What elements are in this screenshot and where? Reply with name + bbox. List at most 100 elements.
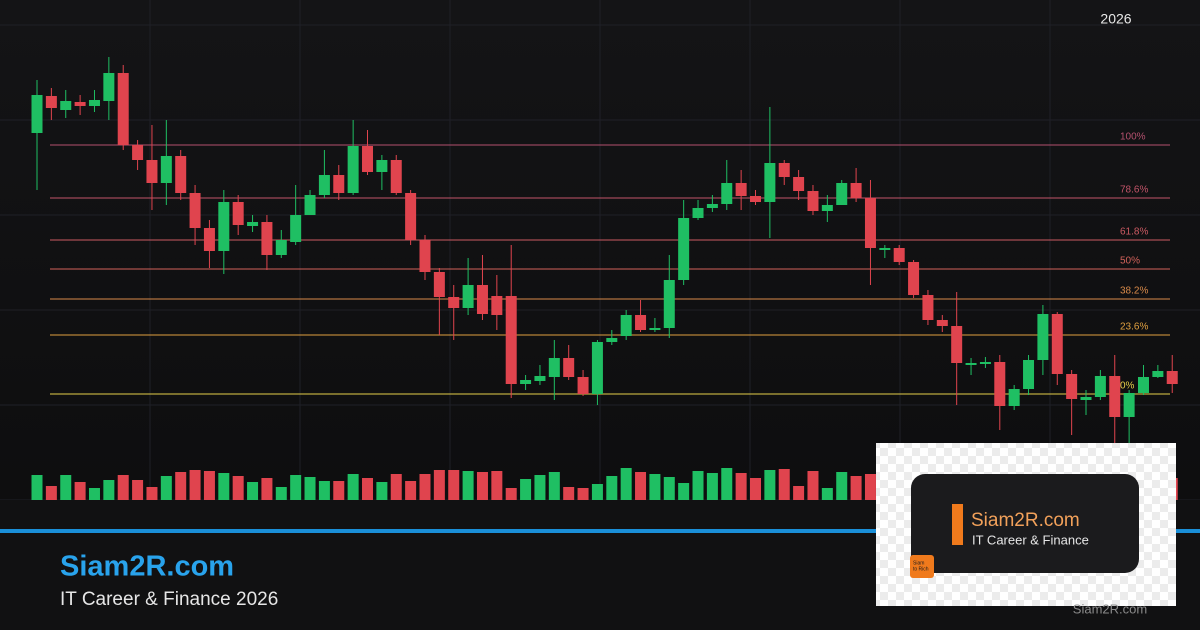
volume-bar bbox=[793, 486, 805, 500]
volume-bar bbox=[433, 470, 445, 500]
candle-body bbox=[1037, 314, 1049, 360]
card bbox=[911, 474, 1139, 573]
divider bbox=[0, 529, 1200, 533]
candle-body bbox=[1094, 376, 1106, 397]
candle-body bbox=[1166, 371, 1178, 384]
volume-bar bbox=[548, 472, 560, 500]
volume-bar bbox=[390, 474, 402, 500]
volume-bar bbox=[520, 479, 532, 500]
candle-body bbox=[117, 73, 129, 145]
volume-bar bbox=[462, 471, 474, 500]
fib-label: 0% bbox=[1120, 381, 1135, 392]
volume-bar bbox=[132, 480, 144, 500]
volume-bar bbox=[45, 486, 57, 500]
brand-title: Siam2R.com bbox=[60, 551, 234, 583]
candle-body bbox=[951, 326, 963, 363]
volume-bar bbox=[419, 474, 431, 500]
volume-bar bbox=[577, 488, 589, 500]
candle-body bbox=[376, 160, 388, 172]
candle-body bbox=[448, 297, 460, 308]
volume-bar bbox=[376, 482, 388, 500]
volume-bar bbox=[750, 478, 761, 500]
candle-body bbox=[1152, 371, 1164, 377]
volume-bar bbox=[88, 488, 100, 500]
candle-body bbox=[333, 175, 345, 193]
card-logo-text: to Rich bbox=[913, 566, 929, 572]
volume-bar bbox=[232, 476, 244, 500]
candle-body bbox=[893, 248, 905, 262]
candle-body bbox=[362, 146, 374, 172]
candle-body bbox=[31, 95, 43, 133]
volume-bar bbox=[678, 483, 690, 500]
candle-body bbox=[778, 163, 790, 177]
candle-body bbox=[1080, 397, 1092, 400]
candle-body bbox=[520, 380, 532, 384]
candle-body bbox=[433, 272, 445, 297]
volume-bar bbox=[362, 478, 374, 500]
volume-bar bbox=[448, 470, 460, 500]
volume-bar bbox=[778, 469, 790, 500]
candle-body bbox=[462, 285, 474, 308]
candles bbox=[31, 57, 1178, 445]
brand-subtitle: IT Career & Finance 2026 bbox=[60, 589, 278, 610]
volume-bar bbox=[275, 487, 287, 500]
volume-bar bbox=[620, 468, 632, 500]
candle-body bbox=[793, 177, 805, 191]
volume-bar bbox=[706, 473, 718, 500]
candle-body bbox=[606, 338, 618, 342]
candle-body bbox=[1137, 377, 1149, 393]
candle-body bbox=[994, 362, 1006, 406]
candle-body bbox=[635, 315, 647, 330]
volume-bar bbox=[60, 475, 72, 500]
candle-body bbox=[563, 358, 575, 377]
card-logo bbox=[910, 555, 934, 578]
candle-body bbox=[132, 145, 144, 160]
candle-body bbox=[534, 376, 546, 381]
volume-bar bbox=[491, 471, 503, 500]
candle-body bbox=[936, 320, 948, 326]
card-title: Siam2R.com bbox=[971, 510, 1080, 531]
volume-bar bbox=[591, 484, 603, 500]
candle-body bbox=[232, 202, 244, 225]
volume-bar bbox=[735, 473, 747, 500]
volume-bar bbox=[146, 487, 158, 500]
candle-body bbox=[261, 222, 273, 255]
candle-body bbox=[60, 101, 72, 110]
footer-url: Siam2R.com bbox=[1073, 601, 1147, 616]
candle-body bbox=[692, 208, 704, 218]
volume-bar bbox=[764, 470, 776, 500]
candle-body bbox=[1008, 389, 1020, 406]
volume-bar bbox=[333, 481, 345, 500]
candle-body bbox=[577, 377, 589, 394]
volume-bar bbox=[534, 475, 546, 500]
candle-body bbox=[45, 96, 57, 108]
candle-body bbox=[476, 285, 488, 314]
candle-body bbox=[750, 196, 761, 202]
candle-body bbox=[347, 146, 359, 193]
candle-body bbox=[247, 222, 259, 226]
candle-body bbox=[548, 358, 560, 377]
volume-bar bbox=[850, 476, 862, 500]
volume-bar bbox=[290, 475, 302, 500]
candle-body bbox=[290, 215, 302, 242]
volume-bar bbox=[692, 471, 704, 500]
volume-bar bbox=[218, 473, 230, 500]
candle-body bbox=[1023, 360, 1035, 389]
volume-bar bbox=[261, 478, 273, 500]
candle-body bbox=[419, 240, 431, 272]
volume-bar bbox=[247, 482, 259, 500]
fib-label: 38.2% bbox=[1120, 286, 1148, 297]
candle-body bbox=[405, 193, 417, 240]
candle-body bbox=[390, 160, 402, 193]
candle-body bbox=[706, 204, 718, 208]
volume-bar bbox=[864, 474, 876, 500]
volume-bar bbox=[836, 472, 848, 500]
volume-bar bbox=[606, 476, 618, 500]
candle-body bbox=[1109, 376, 1121, 417]
volume-bar bbox=[160, 476, 172, 500]
candle-body bbox=[807, 191, 819, 211]
volume-bar bbox=[635, 472, 647, 500]
candle-body bbox=[678, 218, 690, 280]
candle-body bbox=[146, 160, 158, 183]
